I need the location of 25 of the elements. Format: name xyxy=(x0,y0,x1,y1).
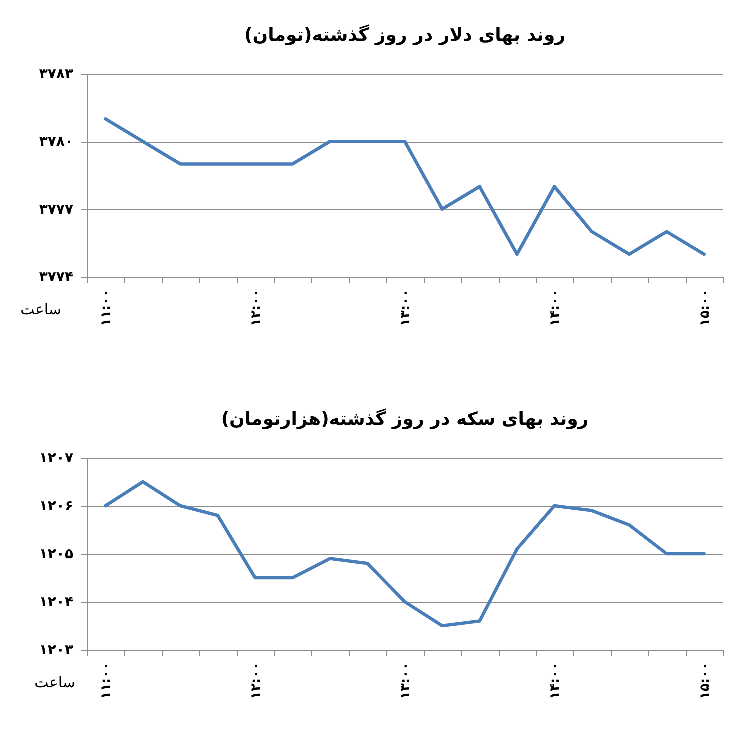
x-tick-label: ۱۳:۰۰ xyxy=(398,662,414,700)
y-tick-label: ۳۷۷۴ xyxy=(39,270,74,286)
x-axis-title: ساعت xyxy=(34,674,76,692)
x-tick-label: ۱۱:۰۰ xyxy=(99,662,114,700)
x-tick-label: ۱۳:۰۰ xyxy=(398,290,414,326)
x-tick-label: ۱۲:۰۰ xyxy=(248,662,264,700)
chart-title: روند بهای سکه در روز گذشته(هزارتومان) xyxy=(221,408,589,430)
y-tick-label: ۱۲۰۶ xyxy=(39,498,74,514)
y-tick-label: ۳۷۸۳ xyxy=(39,66,74,82)
chart-title: روند بهای دلار در روز گذشته(تومان) xyxy=(244,24,566,46)
x-axis-title: ساعت xyxy=(20,300,62,318)
line-series xyxy=(104,117,706,256)
x-tick-label: ۱۵:۰۰ xyxy=(698,290,713,326)
y-tick-label: ۳۷۷۷ xyxy=(39,202,74,218)
y-tick-label: ۱۲۰۷ xyxy=(39,450,74,466)
y-tick-label: ۱۲۰۵ xyxy=(39,546,74,562)
x-tick-label: ۱۴:۰۰ xyxy=(548,290,564,326)
y-tick-label: ۳۷۸۰ xyxy=(39,134,74,150)
line-series xyxy=(104,480,706,628)
x-tick-label: ۱۴:۰۰ xyxy=(548,662,564,700)
x-tick-label: ۱۱:۰۰ xyxy=(99,290,114,326)
y-tick-label: ۱۲۰۳ xyxy=(39,642,74,658)
y-tick-label: ۱۲۰۴ xyxy=(39,594,74,610)
x-tick-label: ۱۵:۰۰ xyxy=(698,662,713,700)
x-tick-label: ۱۲:۰۰ xyxy=(248,290,264,326)
